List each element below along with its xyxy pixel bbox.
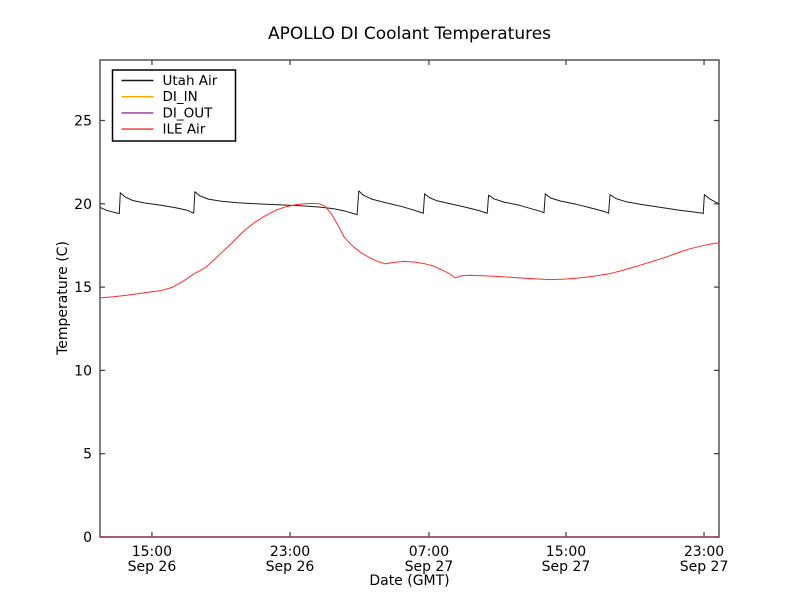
y-axis-label: Temperature (C)	[55, 241, 71, 355]
y-tick-label: 10	[74, 363, 92, 379]
x-tick-label-date: Sep 26	[128, 559, 177, 575]
y-axis: 0 5 10 15 20 25	[74, 113, 719, 546]
x-tick-label-time: 15:00	[546, 544, 586, 560]
y-tick-label: 25	[74, 113, 92, 129]
y-tick-label: 20	[74, 197, 92, 213]
y-tick-label: 15	[74, 280, 92, 296]
x-axis-label: Date (GMT)	[369, 573, 450, 589]
legend-label-utah-air: Utah Air	[163, 73, 218, 89]
x-tick-label-date: Sep 27	[680, 559, 729, 575]
x-tick-label-date: Sep 26	[266, 559, 315, 575]
x-tick-label-time: 23:00	[684, 544, 724, 560]
series-ile-air	[99, 202, 720, 299]
x-tick-label-date: Sep 27	[405, 559, 454, 575]
x-tick-label-time: 07:00	[409, 544, 449, 560]
legend-label-di-out: DI_OUT	[163, 105, 214, 121]
legend-label-di-in: DI_IN	[163, 89, 198, 105]
x-tick-label-date: Sep 27	[542, 559, 591, 575]
chart-title: APOLLO DI Coolant Temperatures	[267, 24, 552, 44]
y-tick-label: 0	[83, 530, 92, 546]
x-tick-label-time: 23:00	[270, 544, 310, 560]
y-tick-label: 5	[83, 447, 92, 463]
legend-label-ile-air: ILE Air	[163, 122, 206, 138]
x-tick-label-time: 15:00	[132, 544, 172, 560]
series-utah-air	[99, 190, 720, 216]
